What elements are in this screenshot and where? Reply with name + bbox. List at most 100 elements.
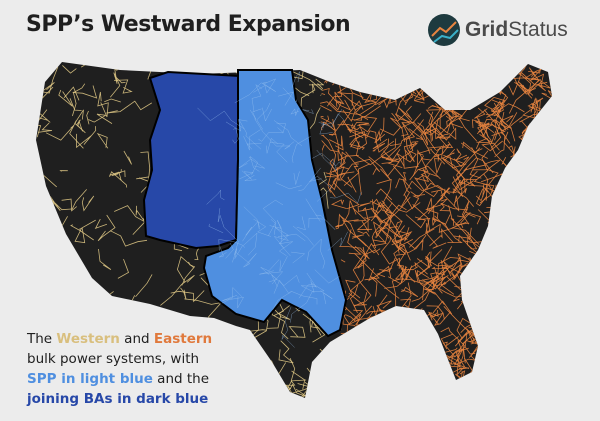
transmission-line [342,345,363,355]
transmission-line [488,352,504,367]
transmission-line [472,277,497,297]
transmission-line [538,262,552,287]
transmission-line [270,219,277,235]
transmission-line [17,124,31,137]
transmission-line [454,93,467,105]
spp-grid-lines [197,71,362,348]
transmission-line [9,260,33,278]
transmission-line [445,354,466,376]
transmission-line [222,62,239,63]
transmission-line [408,128,424,141]
transmission-line [86,110,90,125]
transmission-line [481,290,503,306]
transmission-line [544,235,552,251]
transmission-line [530,97,539,113]
transmission-line [414,261,428,275]
transmission-line [443,306,472,335]
transmission-line [379,112,407,136]
transmission-line [552,101,572,121]
transmission-line [375,188,393,201]
transmission-line [384,202,407,217]
transmission-line [371,316,388,373]
transmission-line [532,160,542,175]
transmission-line [391,112,403,130]
transmission-line [458,234,478,250]
transmission-line [320,290,333,305]
transmission-line [506,225,528,254]
transmission-line [518,62,531,76]
transmission-line [97,91,109,118]
transmission-line [481,232,499,266]
transmission-line [515,182,529,200]
transmission-line [534,277,552,286]
transmission-line [486,331,516,343]
transmission-line [320,100,364,114]
transmission-line [323,361,359,375]
transmission-line [408,141,419,149]
transmission-line [545,323,552,346]
transmission-line [430,107,442,133]
transmission-line [451,62,464,69]
transmission-line [483,62,500,74]
transmission-line [414,308,423,324]
transmission-line [536,277,552,303]
transmission-line [351,116,378,133]
transmission-line [401,178,412,207]
transmission-line [325,172,339,197]
transmission-line [405,119,424,162]
transmission-line [493,218,529,263]
transmission-line [368,265,392,282]
transmission-line [249,155,260,176]
transmission-line [527,149,542,170]
transmission-line [333,149,347,173]
transmission-line [412,389,436,398]
transmission-line [242,220,261,242]
transmission-line [398,196,421,213]
transmission-line [541,92,552,131]
transmission-line [352,207,367,222]
transmission-line [440,272,455,295]
transmission-line [548,328,552,335]
transmission-line [416,174,429,190]
transmission-line [349,133,368,150]
caption-western: Western [56,331,120,347]
transmission-line [535,321,550,346]
transmission-line [314,269,340,284]
transmission-line [61,198,78,212]
transmission-line [512,318,526,321]
transmission-line [400,62,416,75]
transmission-line [473,150,497,198]
transmission-line [490,212,504,226]
transmission-line [376,179,392,203]
transmission-line [353,326,374,337]
transmission-line [487,210,510,227]
transmission-line [72,301,98,323]
transmission-line [454,213,476,226]
transmission-line [400,266,419,283]
transmission-line [67,286,76,302]
transmission-line [50,308,79,330]
caption-text: and the [152,371,210,387]
transmission-line [456,147,481,196]
transmission-line [330,199,347,209]
transmission-line [368,214,395,223]
transmission-line [537,190,552,200]
transmission-line [426,351,442,363]
transmission-line [355,242,380,270]
transmission-line [325,360,344,372]
transmission-line [512,75,527,95]
transmission-line [517,197,527,209]
transmission-line [67,320,76,327]
transmission-line [351,234,365,239]
transmission-line [380,236,400,269]
transmission-line [417,149,446,165]
transmission-line [479,183,495,204]
transmission-line [69,98,82,111]
transmission-line [340,215,367,247]
transmission-line [260,259,280,275]
transmission-line [348,356,365,372]
transmission-line [324,349,335,359]
transmission-line [357,163,371,195]
transmission-line [273,227,290,248]
transmission-line [475,137,490,149]
